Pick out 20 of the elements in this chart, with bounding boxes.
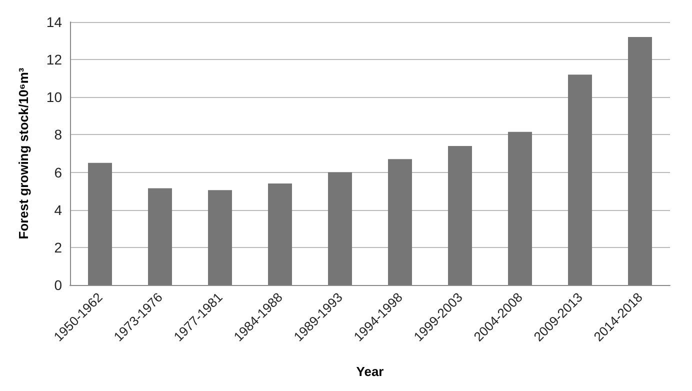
y-tick-label: 2 <box>54 239 62 256</box>
bar <box>388 159 412 285</box>
y-tick-label: 12 <box>46 52 62 68</box>
y-tick-label: 4 <box>54 202 62 218</box>
x-axis-title: Year <box>356 364 384 379</box>
y-tick-label: 6 <box>54 164 62 180</box>
bar <box>448 146 472 285</box>
y-tick-label: 10 <box>46 89 62 106</box>
bar <box>268 184 292 285</box>
bar <box>508 132 532 285</box>
bar <box>568 74 592 285</box>
bar <box>628 37 652 285</box>
bar <box>328 172 352 285</box>
bar <box>208 190 232 285</box>
y-axis-title: Forest growing stock/10⁶m³ <box>16 67 31 240</box>
y-tick-label: 8 <box>54 126 62 143</box>
y-tick-label: 0 <box>54 277 62 293</box>
bar <box>148 188 172 285</box>
bar <box>88 162 112 285</box>
y-tick-label: 14 <box>46 14 62 30</box>
